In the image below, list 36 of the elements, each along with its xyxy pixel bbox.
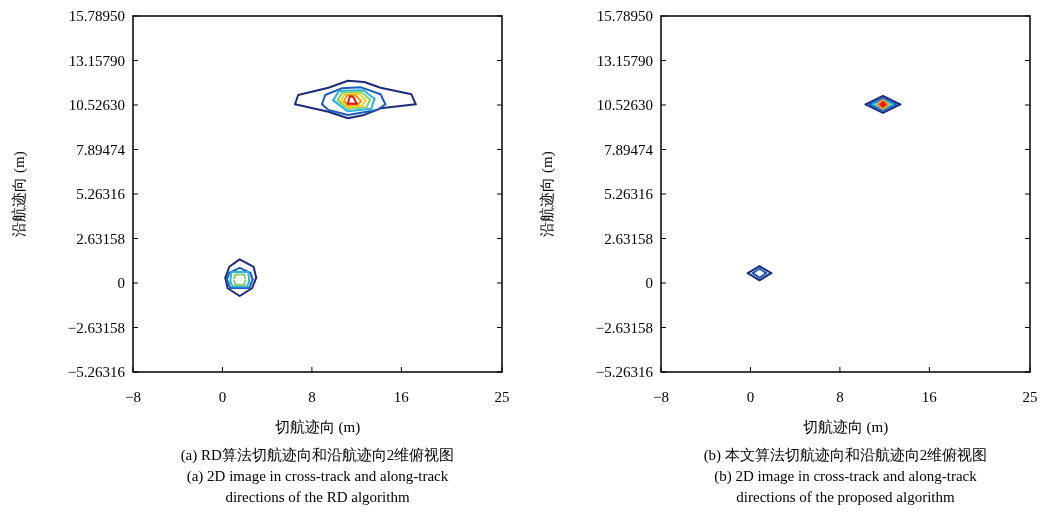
y-tick-label: 10.52630: [596, 97, 653, 113]
y-tick-label: 2.63158: [76, 230, 125, 247]
text: (a) 2D image in cross-track and along-track directions of the RD algorithm: [186, 468, 449, 505]
x-tick-label: 8: [308, 389, 316, 405]
y-tick-label: −2.63158: [67, 319, 125, 336]
y-tick-label: −2.63158: [595, 319, 653, 336]
y-axis-title: 沿航迹向 (m): [11, 151, 28, 237]
text: (b) 本文算法切航迹向和沿航迹向2维俯视图: [703, 447, 988, 464]
x-tick-label: 25: [494, 389, 510, 405]
y-tick-label: 15.78950: [68, 8, 125, 24]
x-tick-label: −8: [125, 389, 141, 405]
y-axis-title: 沿航迹向 (m): [539, 151, 556, 237]
y-tick-label: 10.52630: [68, 97, 125, 113]
x-tick-label: 8: [836, 389, 844, 405]
x-axis-title: 切航迹向 (m): [802, 419, 889, 436]
x-tick-label: 16: [921, 389, 938, 405]
y-tick-label: 5.26316: [76, 186, 126, 202]
text: (b) 2D image in cross-track and along-track directions of the proposed algorithm: [714, 468, 978, 505]
y-tick-label: 15.78950: [596, 8, 653, 24]
y-tick-label: −5.26316: [67, 364, 126, 380]
y-tick-label: 0: [645, 275, 653, 291]
y-tick-label: 7.89474: [76, 141, 126, 158]
x-tick-label: 16: [393, 389, 410, 405]
y-tick-label: −5.26316: [595, 364, 654, 380]
x-axis-title: 切航迹向 (m): [274, 419, 361, 436]
y-tick-label: 0: [117, 275, 125, 291]
y-tick-label: 13.15790: [68, 52, 125, 69]
x-tick-label: 25: [1022, 389, 1038, 405]
text: (a) RD算法切航迹向和沿航迹向2维俯视图: [180, 447, 455, 464]
y-tick-label: 5.26316: [604, 186, 654, 202]
y-tick-label: 13.15790: [596, 52, 653, 69]
y-tick-label: 2.63158: [604, 230, 653, 247]
x-tick-label: 0: [218, 389, 227, 405]
x-tick-label: −8: [653, 389, 669, 405]
y-tick-label: 7.89474: [604, 141, 654, 158]
x-tick-label: 0: [746, 389, 755, 405]
